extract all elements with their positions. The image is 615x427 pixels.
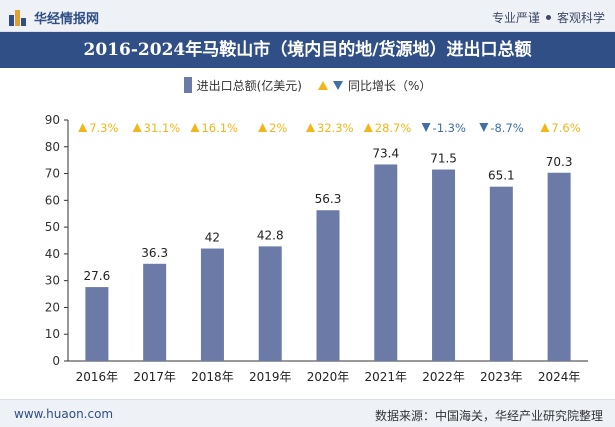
x-tick-label: 2016年	[76, 370, 119, 384]
legend-item-total[interactable]: 进出口总额(亿美元)	[183, 77, 302, 94]
bar	[489, 186, 513, 361]
x-tick-label: 2021年	[365, 370, 408, 384]
bar-chart: 0 10 20 30 40 50 60 70 80 90 27.6 2016年 7.3% 36.3 2017…	[45, 113, 588, 384]
brand-name: 华经情报网	[34, 12, 100, 27]
triangle-up-icon	[317, 80, 328, 90]
growth-up-marker	[258, 123, 268, 132]
top-bar: 华经情报网 专业严谨 客观科学	[0, 0, 615, 32]
bar-value-label: 56.3	[315, 192, 342, 206]
growth-label: 2%	[269, 121, 287, 135]
growth-label: 16.1%	[201, 121, 238, 135]
y-tick-label: 40	[45, 247, 60, 261]
bar	[143, 263, 167, 361]
brand-logo-icon	[8, 9, 28, 26]
y-tick-label: 80	[45, 140, 60, 154]
bar-value-label: 42	[205, 231, 220, 245]
footer: www.huaon.com 数据来源：中国海关，华经产业研究院整理	[0, 399, 615, 427]
growth-up-marker	[306, 123, 315, 132]
bar	[547, 172, 571, 361]
growth-down-marker	[421, 123, 431, 132]
growth-label: 7.3%	[89, 121, 118, 135]
y-tick-label: 90	[45, 113, 60, 127]
growth-up-marker	[540, 123, 550, 132]
legend-item-growth[interactable]: 同比增长（%）	[317, 77, 432, 94]
bar-value-label: 65.1	[488, 169, 515, 183]
bar	[374, 164, 398, 361]
footer-url[interactable]: www.huaon.com	[14, 407, 114, 421]
x-tick-label: 2019年	[249, 370, 292, 384]
bar-value-label: 42.8	[257, 228, 284, 242]
y-tick-label: 60	[45, 193, 60, 207]
y-tick-label: 0	[52, 354, 60, 368]
growth-label: -8.7%	[490, 121, 523, 135]
bar	[432, 169, 456, 361]
x-tick-label: 2020年	[307, 370, 350, 384]
legend-label: 同比增长（%）	[347, 78, 432, 93]
growth-label: -1.3%	[433, 121, 466, 135]
bar	[316, 210, 340, 361]
bar-value-label: 27.6	[84, 269, 111, 283]
data-source: 数据来源：中国海关，华经产业研究院整理	[374, 409, 603, 423]
legend-bar-swatch-icon	[183, 77, 192, 93]
y-tick-label: 20	[45, 300, 60, 314]
growth-up-marker	[78, 123, 88, 132]
triangle-down-icon	[332, 80, 343, 90]
y-tick-label: 10	[45, 327, 60, 341]
growth-up-marker	[132, 123, 142, 132]
bar	[258, 246, 282, 361]
growth-label: 31.1%	[144, 121, 181, 135]
slogan-tag: 专业严谨	[491, 11, 540, 25]
bar-value-label: 70.3	[546, 155, 573, 169]
bar	[200, 248, 224, 361]
x-tick-label: 2023年	[480, 370, 523, 384]
chart-title: 2016-2024年马鞍山市（境内目的地/货源地）进出口总额	[0, 32, 615, 68]
growth-label: 32.3%	[317, 121, 354, 135]
growth-up-marker	[363, 123, 373, 132]
bullet-dot-icon	[545, 15, 551, 20]
chart-legend: 进出口总额(亿美元) 同比增长（%）	[0, 70, 615, 100]
x-tick-label: 2017年	[133, 370, 176, 384]
slogan-tags: 专业严谨 客观科学	[492, 9, 605, 26]
slogan-tag: 客观科学	[556, 11, 605, 25]
growth-down-marker	[479, 123, 489, 132]
growth-label: 7.6%	[551, 121, 580, 135]
brand[interactable]: 华经情报网	[8, 8, 99, 27]
legend-label: 进出口总额(亿美元)	[196, 78, 302, 93]
bar-value-label: 36.3	[141, 246, 168, 260]
growth-up-marker	[190, 123, 200, 132]
growth-label: 28.7%	[375, 121, 412, 135]
bar-value-label: 73.4	[372, 146, 399, 160]
x-tick-label: 2018年	[191, 370, 234, 384]
x-tick-label: 2022年	[422, 370, 465, 384]
y-tick-label: 70	[45, 167, 60, 181]
x-tick-label: 2024年	[538, 370, 581, 384]
y-tick-label: 50	[45, 220, 60, 234]
bar	[85, 287, 109, 361]
y-tick-label: 30	[45, 274, 60, 288]
bar-value-label: 71.5	[430, 152, 457, 166]
